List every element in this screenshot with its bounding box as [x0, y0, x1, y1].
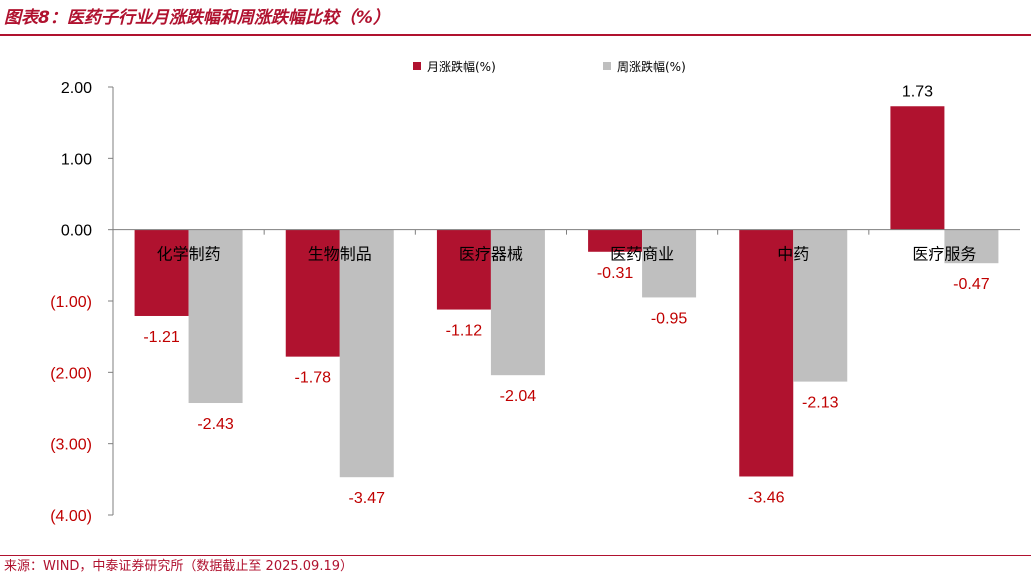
data-label: -1.78	[295, 370, 332, 387]
category-label: 医疗器械	[459, 245, 523, 264]
bar	[793, 229, 848, 382]
legend-label: 周涨跌幅(%)	[617, 59, 686, 74]
category-label: 医疗服务	[912, 245, 976, 264]
data-label: -2.43	[197, 416, 234, 433]
figure-title: 图表8：医药子行业月涨跌幅和周涨跌幅比较（%）	[4, 8, 390, 28]
y-tick-label: 2.00	[61, 80, 92, 97]
y-tick-label: (2.00)	[50, 365, 92, 382]
bar	[588, 229, 643, 252]
bar-chart: 月涨跌幅(%) 周涨跌幅(%) 2.00 1.00 0.00 (1.00) (2.00) (3…	[50, 59, 1020, 525]
bar	[944, 229, 999, 264]
bar	[188, 229, 243, 404]
title-divider	[0, 34, 1031, 36]
category-label: 中药	[777, 245, 809, 264]
bar	[285, 229, 340, 357]
bar	[339, 229, 394, 478]
legend-swatch	[603, 62, 611, 70]
data-label: -2.13	[802, 395, 839, 412]
bar	[739, 229, 794, 477]
y-tick-label: (4.00)	[50, 508, 92, 525]
data-label: -2.04	[500, 388, 537, 405]
source-note: 来源：WIND，中泰证券研究所（数据截止至 2025.09.19）	[4, 559, 353, 574]
source-divider	[0, 555, 1031, 556]
y-tick-label: 0.00	[61, 223, 92, 240]
bar	[890, 106, 945, 230]
data-label: -0.47	[953, 276, 990, 293]
data-label: -0.95	[651, 310, 688, 327]
data-label: -1.21	[143, 329, 180, 346]
bar	[436, 229, 491, 310]
y-tick-label: (3.00)	[50, 437, 92, 454]
data-label: -3.46	[748, 489, 785, 506]
y-tick-label: (1.00)	[50, 294, 92, 311]
data-label: -0.31	[597, 265, 634, 282]
data-label: -1.12	[446, 323, 483, 340]
legend-swatch	[413, 62, 421, 70]
bar	[490, 229, 545, 376]
category-label: 化学制药	[157, 245, 221, 264]
category-label: 医药商业	[610, 245, 674, 264]
data-label: 1.73	[902, 83, 933, 100]
y-tick-label: 1.00	[61, 151, 92, 168]
data-label: -3.47	[349, 490, 386, 507]
legend-label: 月涨跌幅(%)	[427, 59, 496, 74]
bar	[134, 229, 189, 316]
bar	[642, 229, 697, 298]
category-label: 生物制品	[308, 245, 372, 264]
